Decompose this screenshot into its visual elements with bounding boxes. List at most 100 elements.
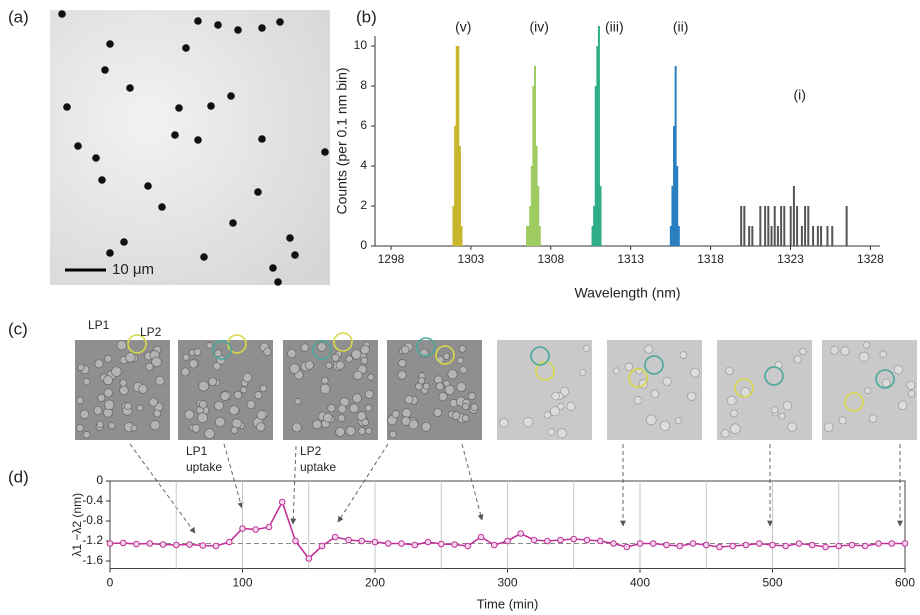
cell (228, 405, 240, 416)
data-point (186, 541, 193, 548)
cell (119, 379, 127, 387)
cell (214, 400, 224, 411)
cell (729, 423, 741, 435)
cell (119, 385, 129, 396)
marker-ring (127, 334, 147, 354)
cell (294, 398, 302, 405)
cell (197, 412, 208, 423)
cell (583, 344, 591, 352)
marker-ring (535, 361, 555, 381)
cell (391, 410, 400, 419)
marker-ring (435, 345, 455, 365)
peak-label: (v) (455, 19, 471, 35)
data-point (252, 526, 260, 533)
cell (557, 402, 565, 410)
histogram-bar (773, 206, 776, 246)
particle (106, 249, 114, 257)
cell (725, 366, 734, 376)
cell (730, 409, 738, 418)
cell (93, 406, 103, 416)
cell (153, 409, 162, 418)
particle (106, 40, 114, 48)
cell (547, 428, 556, 436)
y-tick-label: 10 (354, 38, 368, 52)
cell (906, 380, 916, 390)
cell (679, 351, 688, 359)
cell (422, 382, 430, 390)
cell (881, 378, 891, 388)
data-point (557, 536, 564, 544)
cell (321, 376, 329, 385)
annotation: uptake (186, 460, 222, 474)
cell (145, 362, 154, 371)
y-tick-label: 2 (360, 198, 367, 212)
data-point (676, 542, 684, 550)
histogram-bar (457, 46, 460, 246)
cell (322, 412, 333, 423)
particle (158, 203, 166, 211)
particle (171, 131, 179, 139)
particle (274, 278, 282, 286)
data-point (689, 540, 697, 547)
data-point (278, 498, 286, 506)
cell (193, 348, 202, 356)
cell (404, 395, 414, 405)
histogram-bar (594, 86, 597, 246)
cell (421, 421, 432, 432)
cell (77, 363, 85, 371)
cell (799, 347, 807, 356)
cell (863, 341, 871, 349)
histogram-bar (669, 226, 672, 246)
y-tick-label: -0.4 (82, 493, 103, 507)
cell (543, 411, 552, 419)
data-point (146, 540, 154, 547)
data-point (795, 540, 803, 547)
histogram-bar (807, 206, 810, 246)
histogram-bar (455, 46, 458, 246)
data-point (490, 541, 498, 549)
histogram-bar (599, 186, 602, 246)
data-point (106, 540, 114, 547)
cell (208, 377, 217, 386)
cell (770, 406, 779, 414)
histogram-bar (677, 226, 680, 246)
cell (398, 359, 407, 368)
particle (63, 103, 71, 111)
data-point (212, 542, 220, 550)
y-tick-label: 8 (360, 78, 367, 92)
y-tick-label: -1.6 (82, 553, 103, 567)
cell (417, 377, 426, 385)
particle (276, 18, 284, 26)
data-point (729, 542, 737, 550)
particle (321, 148, 329, 156)
scale-bar-label: 10 μm (112, 261, 154, 278)
cell (103, 375, 114, 386)
arrow (223, 443, 244, 509)
histogram-bar (845, 206, 848, 246)
x-tick-label: 1298 (378, 252, 405, 266)
histogram-bar (530, 166, 533, 246)
marker-ring (644, 355, 664, 375)
histogram-bar (820, 226, 823, 246)
cell (720, 429, 730, 438)
cell (242, 372, 253, 383)
cell (499, 417, 509, 428)
y-tick-label: 4 (360, 158, 367, 172)
marker-ring (764, 366, 784, 386)
data-point (119, 539, 127, 547)
y-tick-label: 0 (360, 238, 367, 252)
cell (319, 383, 331, 395)
cell (613, 367, 620, 375)
x-tick-label: 400 (630, 576, 650, 590)
cell (360, 345, 370, 355)
cell (136, 404, 144, 412)
data-point (610, 540, 617, 547)
panel-label: (d) (8, 467, 29, 486)
histogram-bar (783, 206, 786, 246)
cell (433, 408, 443, 417)
cell (793, 355, 802, 364)
cell (198, 380, 210, 392)
particle (234, 26, 242, 34)
histogram-bar (596, 46, 599, 246)
particle (269, 264, 277, 272)
